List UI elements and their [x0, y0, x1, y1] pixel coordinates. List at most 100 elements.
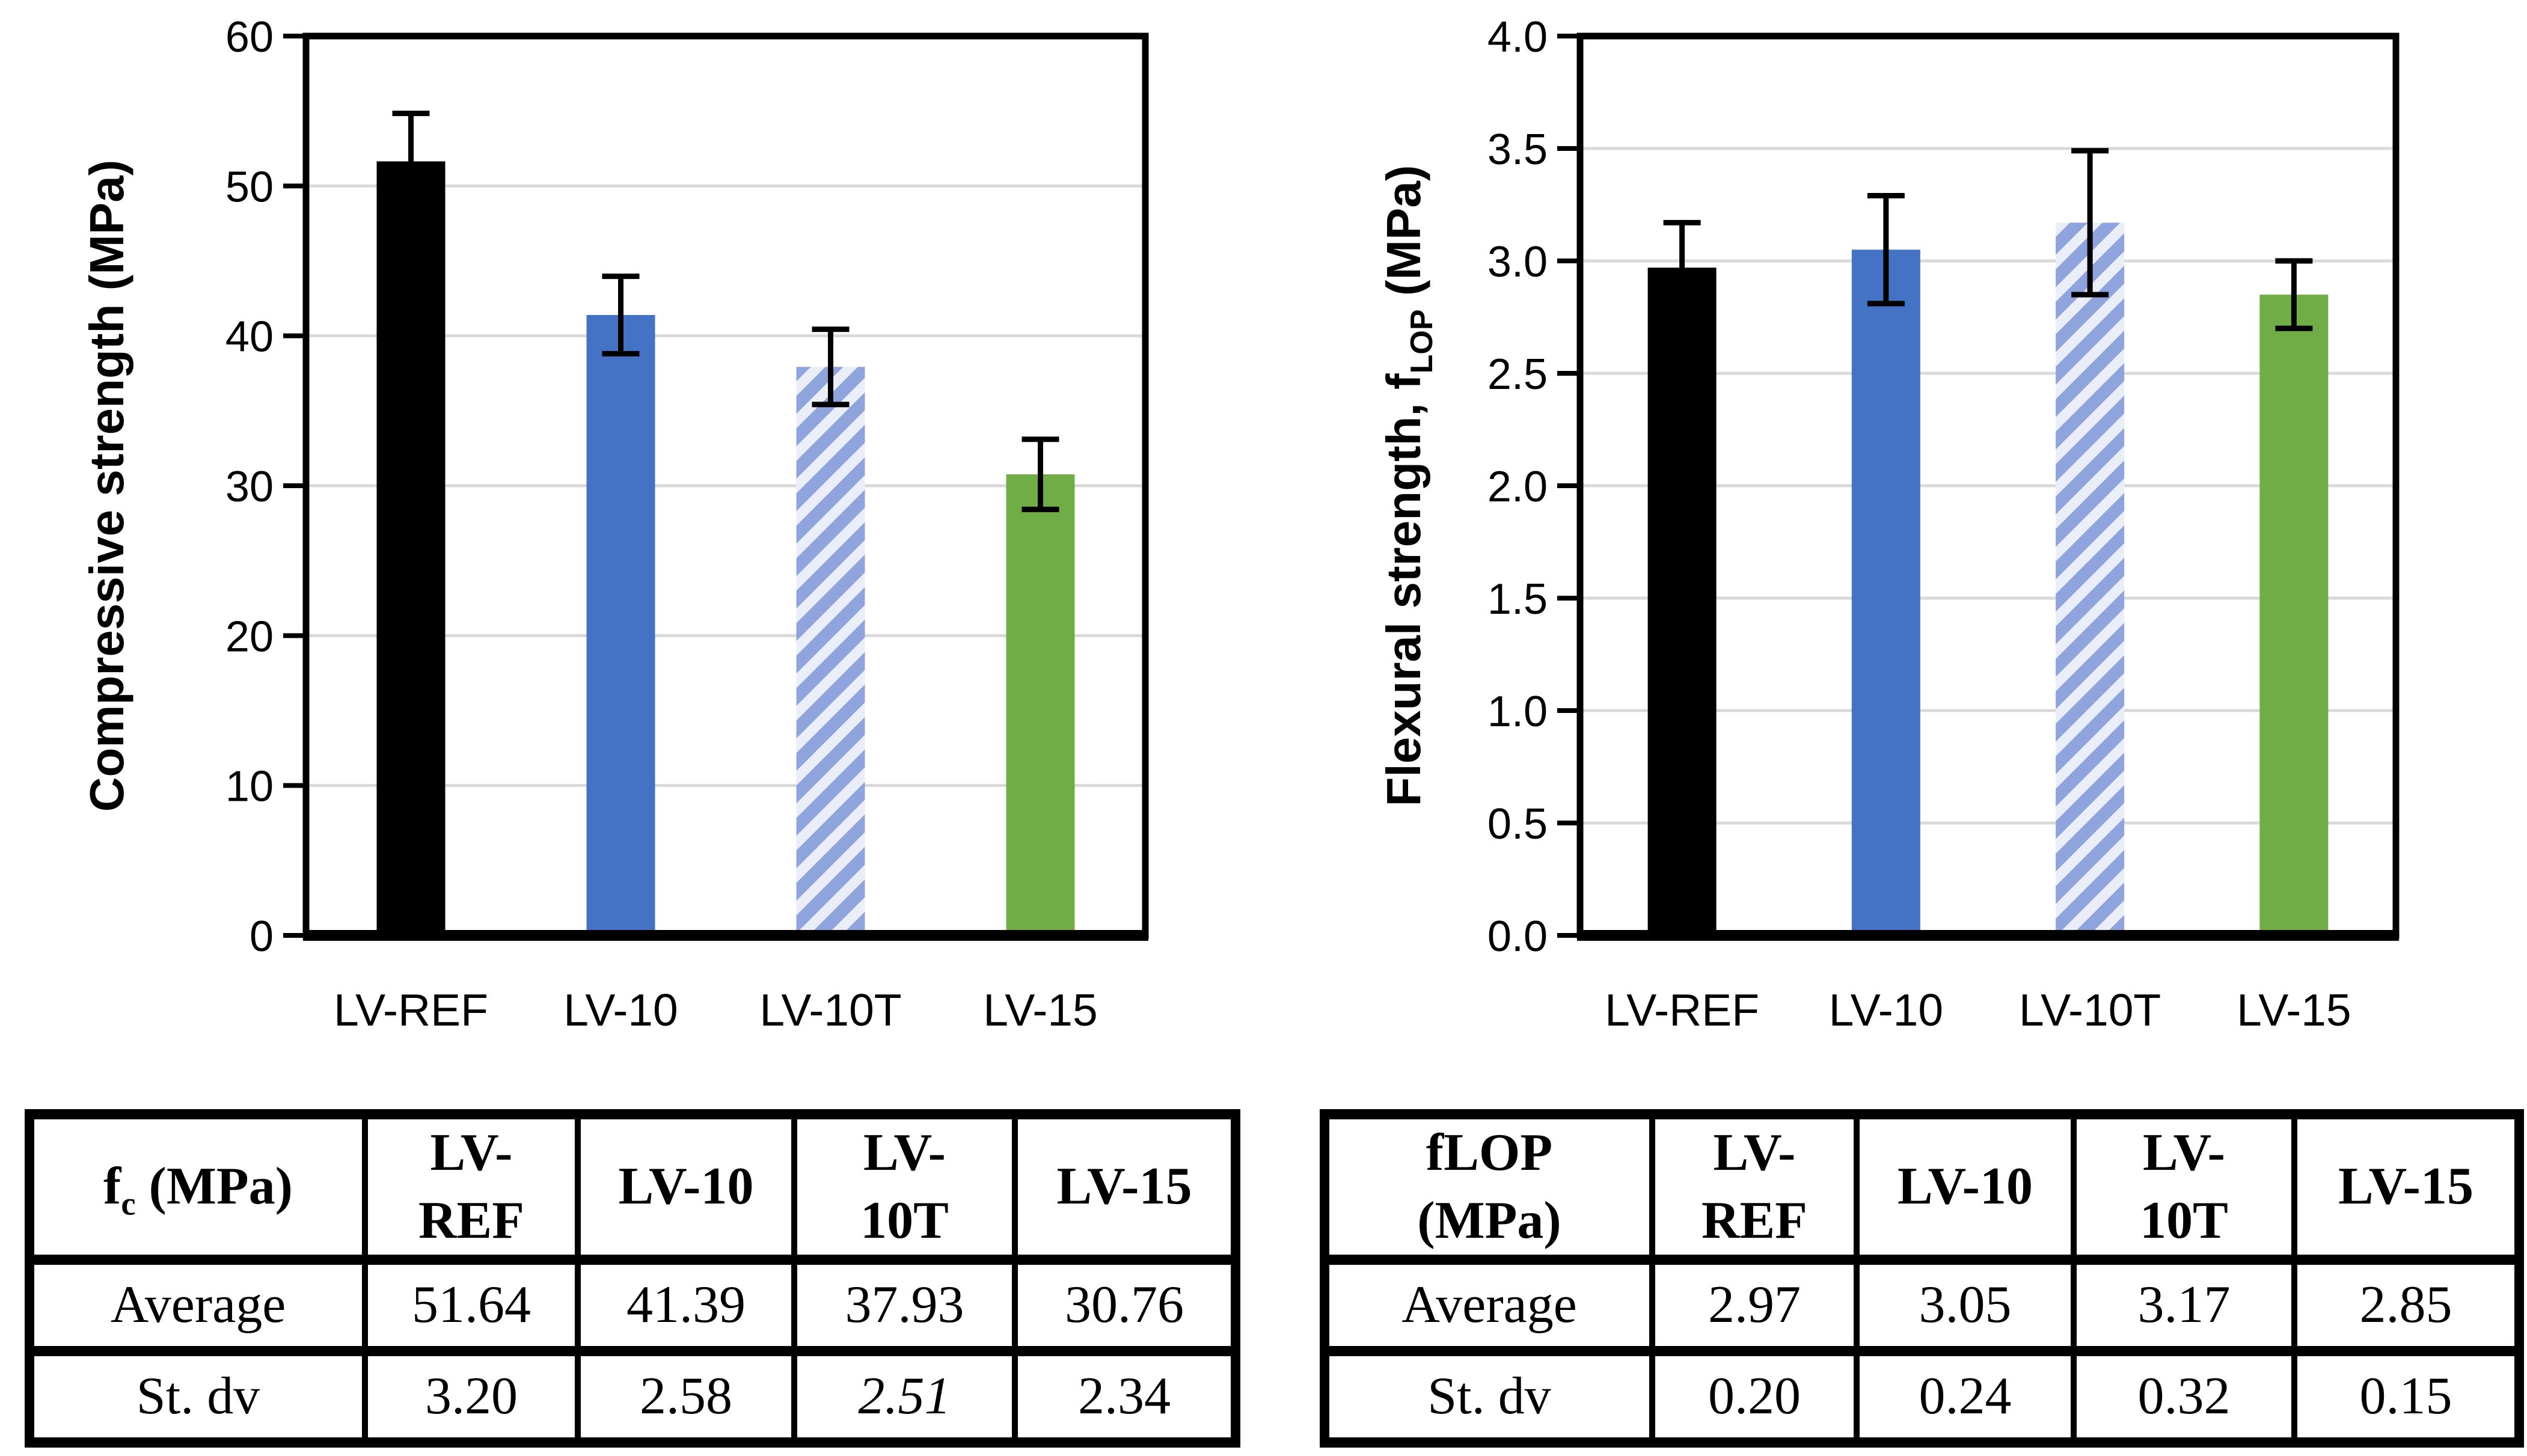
value-cell: 2.85 [2291, 1255, 2522, 1357]
column-header-cell: LV- REF [362, 1109, 581, 1265]
y-axis-title: Compressive strength (MPa) [80, 160, 133, 812]
cell-text: LV- REF [418, 1124, 524, 1250]
y-tick-label: 50 [225, 163, 274, 211]
cell-text: 3.05 [1919, 1276, 2012, 1335]
cell-text: LV-10 [618, 1157, 754, 1216]
error-bar-lv-ref [1663, 219, 1701, 316]
cell-text: 0.32 [2137, 1367, 2231, 1426]
x-category-label: LV-REF [334, 985, 488, 1035]
bar-lv-10t [796, 367, 865, 935]
value-cell: 2.58 [575, 1346, 797, 1448]
x-category-label: LV-10T [2019, 985, 2161, 1035]
value-cell: 2.51 [791, 1346, 1018, 1448]
value-cell: 41.39 [575, 1255, 797, 1357]
y-tick-label: 0.0 [1487, 913, 1548, 961]
bar-lv-10t [2056, 222, 2125, 935]
cell-text: 0.15 [2359, 1367, 2452, 1426]
x-category-label: LV-10 [563, 985, 678, 1035]
table-header-row: fLOP (MPa) LV- REF LV-10 LV- 10T LV-15 [1322, 1109, 2522, 1265]
column-header-cell: LV-10 [1854, 1109, 2077, 1265]
error-bar-lv-10 [602, 274, 640, 356]
cell-text: 41.39 [626, 1276, 746, 1335]
cell-text: 37.93 [845, 1276, 964, 1335]
cell-text: St. dv [1427, 1367, 1551, 1426]
column-header-cell: LV- REF [1649, 1109, 1860, 1265]
value-cell: 2.97 [1649, 1255, 1860, 1357]
y-axis-title-post: (MPa) [1377, 165, 1430, 309]
cell-text: LV- 10T [2140, 1124, 2228, 1250]
table-row: St. dv 3.20 2.58 2.51 2.34 [26, 1346, 1239, 1448]
compressive-strength-table: fc (MPa) LV- REF LV-10 LV- 10T LV-15 Average 5… [25, 1109, 1240, 1448]
y-tick-label: 1.5 [1487, 575, 1548, 623]
y-axis-title: Flexural strength, fLOP (MPa) [1377, 165, 1439, 806]
flexural-strength-table: fLOP (MPa) LV- REF LV-10 LV- 10T LV-15 Averag… [1320, 1109, 2524, 1448]
cell-text: LV-15 [1056, 1157, 1192, 1216]
row-label-cell: Average [1322, 1255, 1655, 1357]
row-label-cell: St. dv [26, 1346, 368, 1448]
error-bar-lv-15 [2275, 258, 2313, 331]
value-cell: 37.93 [791, 1255, 1018, 1357]
value-cell: 3.05 [1854, 1255, 2077, 1357]
cell-text: 3.17 [2137, 1276, 2231, 1335]
table-title-cell: fc (MPa) [26, 1109, 368, 1265]
value-cell: 3.20 [362, 1346, 581, 1448]
cell-text: 51.64 [412, 1276, 531, 1335]
x-category-label: LV-15 [983, 985, 1097, 1035]
cell-text: LV-15 [2338, 1157, 2473, 1216]
y-tick-label: 2.5 [1487, 350, 1548, 399]
bar-lv-15 [2259, 295, 2329, 936]
cell-text: 2.58 [640, 1367, 732, 1426]
bar-lv-10 [586, 315, 655, 936]
y-axis-title-pre: Flexural strength, f [1377, 373, 1430, 806]
bar-lv-10 [1851, 249, 1920, 935]
y-tick-label: 10 [225, 763, 274, 811]
error-bar-lv-10t [2071, 148, 2109, 298]
y-tick-label: 0.5 [1487, 800, 1548, 848]
cell-text: LV- 10T [860, 1124, 949, 1250]
cell-text: LV- REF [1702, 1124, 1807, 1250]
compressive-strength-chart: LV-REF LV-10 LV-10T LV-15 0 10 20 30 40 50 60 Compr… [0, 0, 1263, 1070]
value-cell: 0.32 [2071, 1346, 2297, 1448]
bar-lv-ref [1647, 268, 1717, 936]
value-cell: 0.24 [1854, 1346, 2077, 1448]
row-label-cell: Average [26, 1255, 368, 1357]
column-header-cell: LV- 10T [2071, 1109, 2297, 1265]
cell-text: Average [1401, 1276, 1577, 1335]
cell-text: St. dv [136, 1367, 260, 1426]
y-tick-label: 60 [225, 13, 274, 61]
error-bar-lv-15 [1022, 436, 1059, 512]
y-tick-label: 40 [225, 313, 274, 361]
column-header-cell: LV- 10T [791, 1109, 1018, 1265]
cell-text: 30.76 [1065, 1276, 1184, 1335]
y-axis-title-sub: LOP [1404, 309, 1439, 373]
cell-text: 2.51 [858, 1367, 951, 1426]
table-title-cell: fLOP (MPa) [1322, 1109, 1655, 1265]
value-cell: 51.64 [362, 1255, 581, 1357]
y-tick-label: 20 [225, 613, 274, 661]
cell-text: 2.85 [2359, 1276, 2452, 1335]
bar-lv-ref [376, 161, 446, 936]
column-header-cell: LV-15 [1012, 1109, 1239, 1265]
cell-text: LV-10 [1898, 1157, 2033, 1216]
value-cell: 2.34 [1012, 1346, 1239, 1448]
table-row: Average 51.64 41.39 37.93 30.76 [26, 1255, 1239, 1357]
y-tick-label: 3.5 [1487, 126, 1548, 174]
value-cell: 30.76 [1012, 1255, 1239, 1357]
table-row: Average 2.97 3.05 3.17 2.85 [1322, 1255, 2522, 1357]
error-bar-lv-ref [392, 111, 430, 212]
y-axis-title-pre: Compressive strength (MPa) [80, 160, 133, 812]
cell-text: 0.24 [1919, 1367, 2012, 1426]
cell-text: 2.97 [1708, 1276, 1801, 1335]
column-header-cell: LV-15 [2291, 1109, 2522, 1265]
table-header-row: fc (MPa) LV- REF LV-10 LV- 10T LV-15 [26, 1109, 1239, 1265]
y-tick-label: 2.0 [1487, 463, 1548, 511]
x-category-label: LV-REF [1605, 985, 1759, 1035]
cell-text: 0.20 [1708, 1367, 1801, 1426]
cell-text: Average [110, 1276, 286, 1335]
y-tick-label: 30 [225, 463, 274, 511]
subscript-text: c [121, 1185, 136, 1222]
cell-text: 2.34 [1078, 1367, 1171, 1426]
value-cell: 3.17 [2071, 1255, 2297, 1357]
error-bar-lv-10t [812, 326, 850, 408]
